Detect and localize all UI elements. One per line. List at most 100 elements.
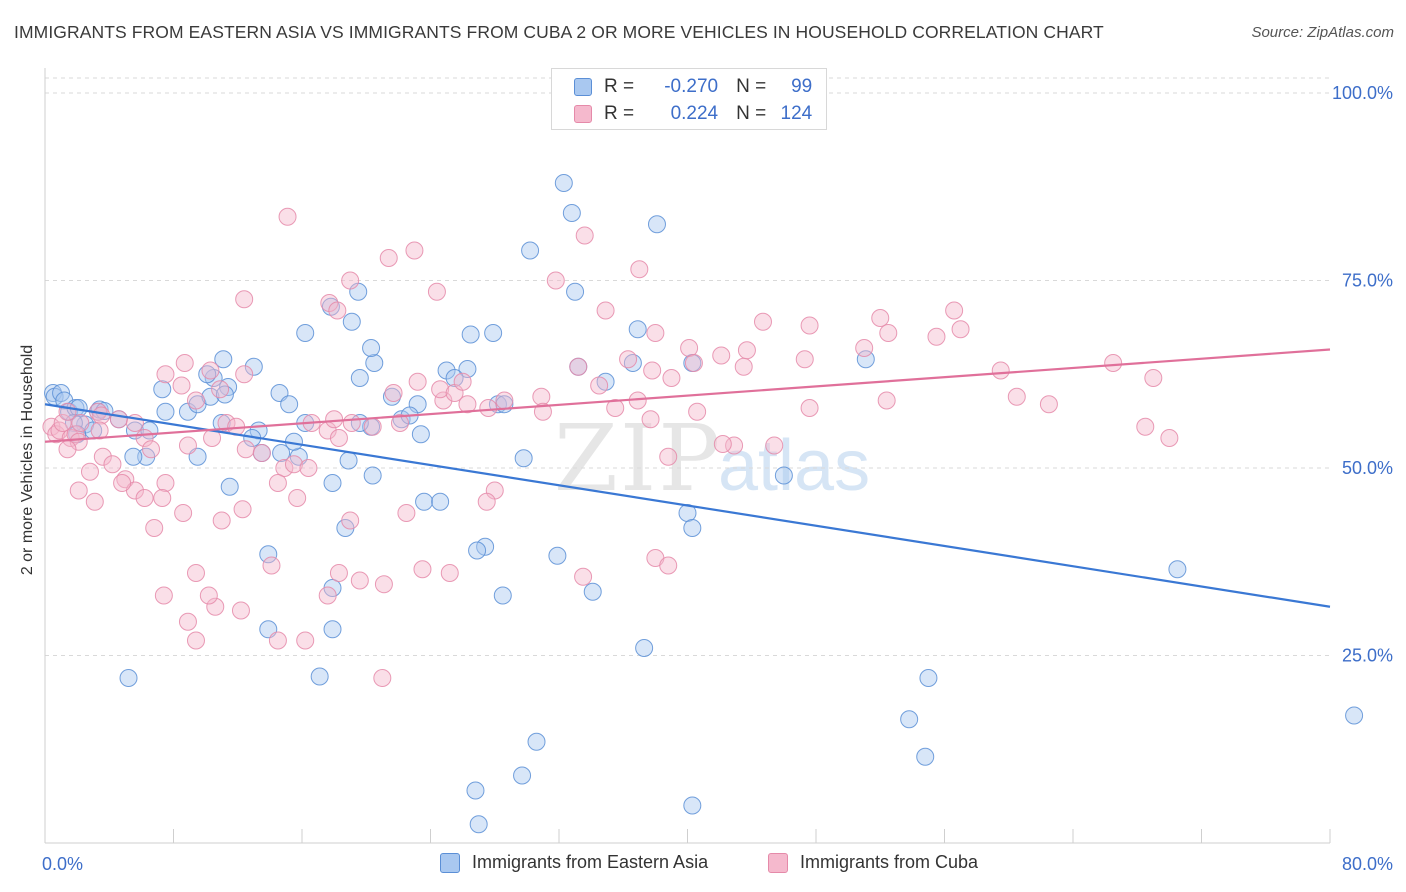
data-point-cuba (350, 571, 369, 590)
data-point-eastern-asia (916, 747, 935, 766)
data-point-eastern-asia (259, 545, 278, 564)
data-point-cuba (142, 440, 161, 459)
data-point-eastern-asia (469, 815, 488, 834)
data-point-cuba (296, 631, 315, 650)
data-point-cuba (855, 339, 874, 357)
data-point-cuba (363, 417, 382, 436)
data-point-cuba (268, 631, 287, 650)
data-point-cuba (80, 462, 99, 481)
data-point-cuba (458, 395, 477, 414)
data-point-cuba (154, 586, 173, 605)
data-point-cuba (379, 249, 398, 267)
data-point-eastern-asia (774, 466, 793, 485)
data-point-cuba (69, 481, 88, 500)
data-point-cuba (341, 271, 360, 290)
data-point-cuba (325, 410, 344, 429)
data-point-cuba (877, 391, 896, 410)
data-point-cuba (153, 489, 172, 507)
data-point-eastern-asia (350, 369, 369, 387)
data-point-eastern-asia (683, 796, 702, 815)
data-point-cuba (275, 459, 294, 477)
data-point-cuba (156, 365, 175, 384)
legend-item-eastern-asia[interactable]: Immigrants from Eastern Asia (440, 852, 708, 873)
data-point-cuba (680, 339, 699, 357)
data-point-cuba (156, 474, 175, 492)
data-point-cuba (574, 567, 593, 586)
data-point-cuba (753, 312, 772, 331)
data-point-eastern-asia (521, 241, 540, 260)
data-point-eastern-asia (124, 447, 143, 466)
data-point-cuba (235, 290, 254, 309)
data-point-eastern-asia (461, 325, 480, 344)
data-point-cuba (641, 410, 660, 429)
data-point-cuba (329, 564, 348, 582)
data-point-cuba (951, 320, 970, 339)
legend-item-cuba[interactable]: Immigrants from Cuba (768, 852, 978, 873)
data-point-cuba (288, 489, 307, 507)
data-point-cuba (734, 357, 753, 376)
y-axis-label-wrap: 2 or more Vehicles in Household (16, 80, 40, 840)
r-value: 0.224 (670, 103, 719, 124)
x-tick-label-max: 80.0% (1342, 854, 1393, 874)
source-credit: Source: ZipAtlas.com (1251, 24, 1394, 41)
watermark-atlas: atlas (718, 426, 870, 506)
data-point-cuba (434, 391, 453, 410)
data-point-cuba (178, 612, 197, 631)
data-point-eastern-asia (215, 385, 234, 404)
data-point-eastern-asia (339, 451, 358, 470)
data-point-cuba (85, 492, 104, 511)
data-point-cuba (174, 504, 193, 522)
data-point-cuba (113, 474, 132, 492)
n-value: 99 (791, 76, 813, 97)
data-point-eastern-asia (1345, 706, 1364, 725)
watermark: ZIP atlas (554, 405, 870, 512)
data-point-eastern-asia (153, 380, 172, 399)
data-point-eastern-asia (214, 350, 233, 369)
swatch-cuba (574, 105, 592, 123)
data-point-cuba (659, 556, 678, 575)
data-point-cuba (186, 564, 205, 582)
data-point-cuba (284, 455, 303, 474)
data-point-eastern-asia (362, 339, 381, 357)
data-point-cuba (201, 361, 220, 380)
data-point-cuba (145, 519, 164, 537)
data-point-cuba (329, 429, 348, 447)
data-point-eastern-asia (900, 710, 919, 729)
data-point-eastern-asia (513, 766, 532, 785)
data-point-cuba (186, 631, 205, 650)
data-point-cuba (268, 474, 287, 492)
trend-line-cuba (44, 348, 1331, 443)
legend: Immigrants from Eastern Asia Immigrants … (0, 852, 1406, 878)
data-point-eastern-asia (484, 324, 503, 342)
data-point-cuba (252, 444, 271, 462)
data-point-eastern-asia (919, 669, 938, 687)
data-point-cuba (800, 316, 819, 335)
data-point-cuba (397, 504, 416, 522)
data-point-cuba (233, 500, 252, 519)
data-point-eastern-asia (431, 492, 450, 511)
data-point-cuba (328, 301, 347, 320)
legend-label-cuba: Immigrants from Cuba (800, 852, 979, 872)
data-point-cuba (427, 282, 446, 301)
data-point-eastern-asia (856, 350, 875, 369)
watermark-zip: ZIP (554, 405, 722, 512)
stats-row-eastern-asia: R = -0.270 N = 99 (574, 74, 812, 100)
data-point-eastern-asia (647, 215, 666, 234)
data-point-eastern-asia (548, 546, 567, 565)
data-point-cuba (619, 350, 638, 369)
data-point-cuba (646, 324, 665, 342)
data-point-cuba (479, 399, 498, 417)
data-point-cuba (384, 384, 403, 402)
data-point-eastern-asia (493, 586, 512, 605)
stats-row-cuba: R = 0.224 N = 124 (574, 101, 812, 127)
y-tick-label: 75.0% (1342, 271, 1393, 291)
data-point-cuba (90, 421, 109, 440)
data-point-cuba (135, 489, 154, 507)
data-point-cuba (342, 414, 361, 432)
x-tick-label-min: 0.0% (42, 854, 83, 874)
data-point-eastern-asia (466, 781, 485, 800)
data-point-cuba (206, 597, 225, 616)
data-point-cuba (212, 511, 231, 530)
data-point-cuba (453, 372, 472, 391)
